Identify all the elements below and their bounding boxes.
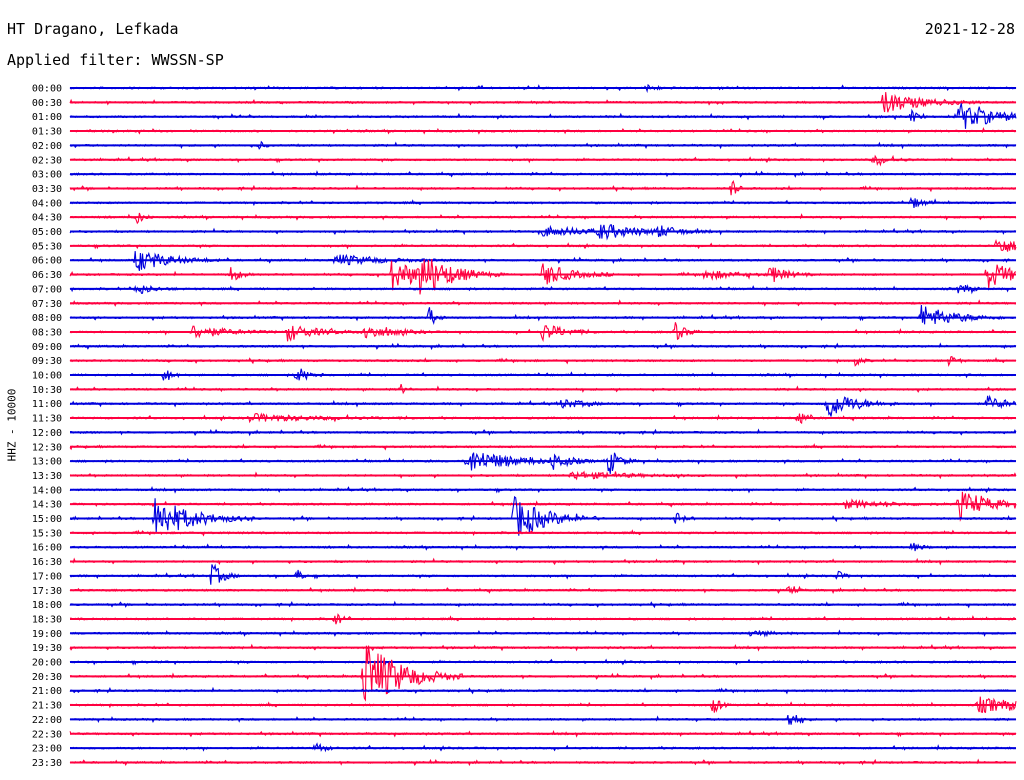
station-title: HT Dragano, Lefkada: [7, 20, 179, 38]
time-label: 15:00: [32, 514, 62, 525]
time-label: 16:00: [32, 543, 62, 554]
time-label: 04:00: [32, 198, 62, 209]
trace-1100: [69, 394, 1017, 417]
time-label: 05:00: [32, 227, 62, 238]
time-label: 10:00: [32, 371, 62, 382]
time-label: 19:30: [32, 643, 62, 654]
time-label: 18:30: [32, 614, 62, 625]
time-label: 07:00: [32, 284, 62, 295]
time-label: 11:30: [32, 414, 62, 425]
time-label: 04:30: [32, 213, 62, 224]
time-label: 22:00: [32, 715, 62, 726]
time-label: 02:30: [32, 155, 62, 166]
time-label: 03:00: [32, 170, 62, 181]
time-label: 22:30: [32, 729, 62, 740]
time-label: 20:00: [32, 658, 62, 669]
time-label: 23:00: [32, 744, 62, 755]
time-label: 23:30: [32, 758, 62, 769]
time-label: 02:00: [32, 141, 62, 152]
time-label: 09:30: [32, 356, 62, 367]
date-label: 2021-12-28: [924, 20, 1015, 38]
trace-0800: [69, 304, 1017, 325]
trace-1300: [69, 452, 1017, 474]
time-label: 16:30: [32, 557, 62, 568]
time-label: 15:30: [32, 528, 62, 539]
trace-1430: [69, 491, 1017, 522]
time-label: 21:00: [32, 686, 62, 697]
time-label: 03:30: [32, 184, 62, 195]
time-label: 09:00: [32, 342, 62, 353]
time-label: 14:00: [32, 485, 62, 496]
time-label: 08:00: [32, 313, 62, 324]
time-label: 20:30: [32, 672, 62, 683]
time-label: 17:00: [32, 571, 62, 582]
time-label: 06:00: [32, 256, 62, 267]
time-label: 10:30: [32, 385, 62, 396]
time-label: 18:00: [32, 600, 62, 611]
time-label: 13:30: [32, 471, 62, 482]
time-label: 08:30: [32, 327, 62, 338]
time-label: 12:00: [32, 428, 62, 439]
time-label: 17:30: [32, 586, 62, 597]
time-label: 07:30: [32, 299, 62, 310]
time-label: 00:30: [32, 98, 62, 109]
time-label: 05:30: [32, 241, 62, 252]
time-label: 01:30: [32, 127, 62, 138]
time-label: 14:30: [32, 500, 62, 511]
time-label: 19:00: [32, 629, 62, 640]
time-label: 21:30: [32, 701, 62, 712]
time-label: 12:30: [32, 442, 62, 453]
time-label: 00:00: [32, 84, 62, 95]
time-label: 01:00: [32, 112, 62, 123]
time-label: 13:00: [32, 457, 62, 468]
trace-1700: [69, 563, 1017, 585]
time-label: 06:30: [32, 270, 62, 281]
time-label: 11:00: [32, 399, 62, 410]
filter-label: Applied filter: WWSSN-SP: [7, 51, 224, 69]
